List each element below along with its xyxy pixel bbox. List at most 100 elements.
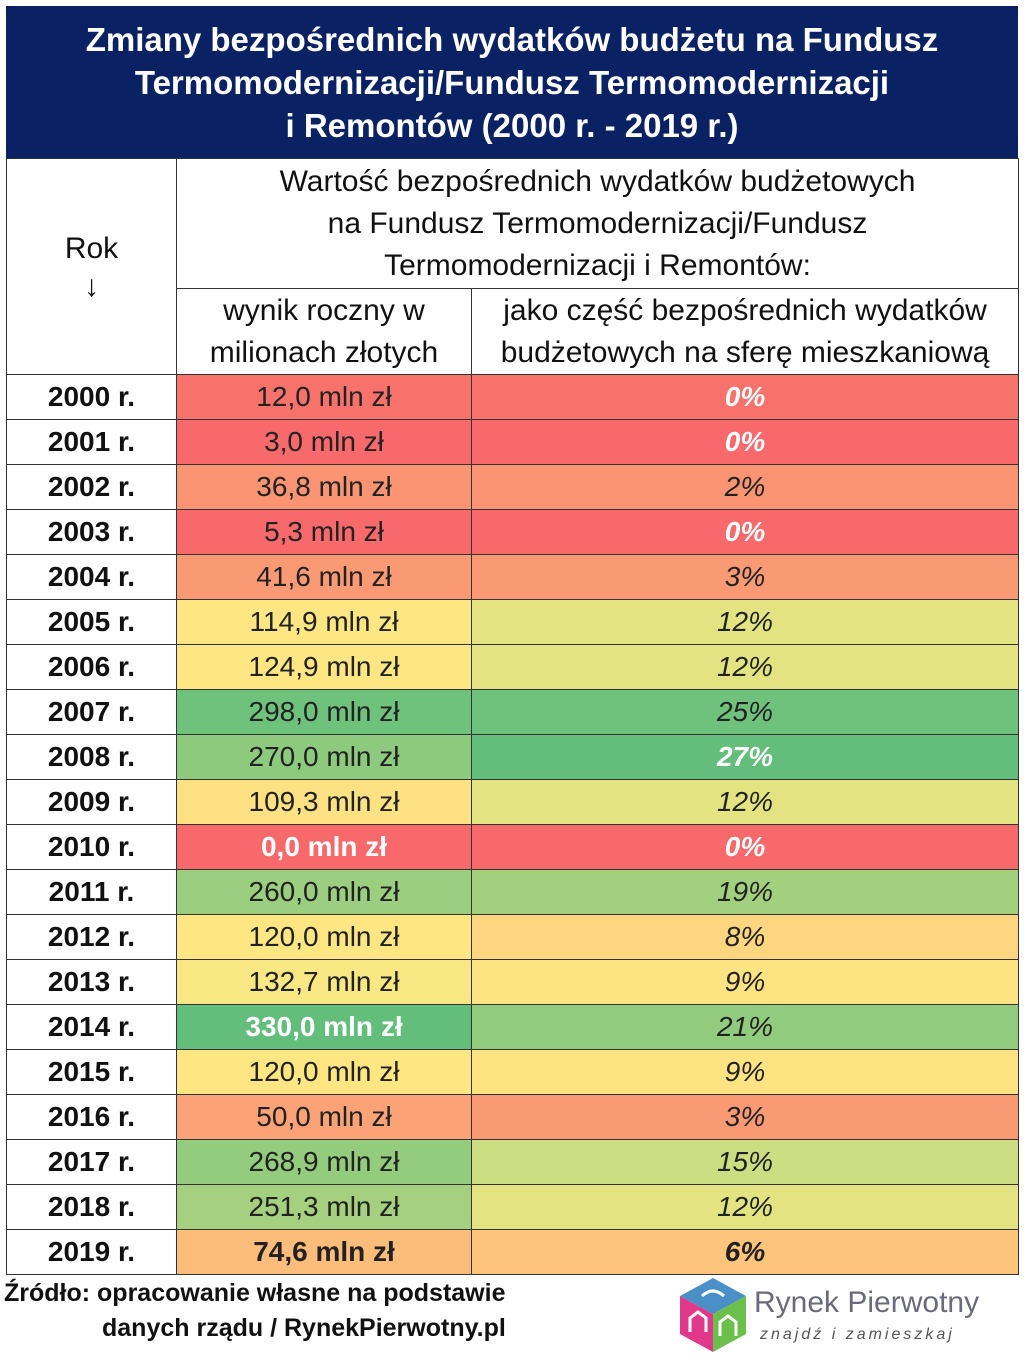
brand-logo: Rynek Pierwotny znajdź i zamieszkaj (678, 1276, 1018, 1354)
year-cell: 2011 r. (6, 869, 177, 915)
annual-value-cell: 36,8 mln zł (176, 464, 472, 510)
year-cell: 2001 r. (6, 419, 177, 465)
share-cell: 19% (470, 869, 1020, 915)
annual-value-cell: 132,7 mln zł (176, 959, 472, 1005)
table-row: 2005 r. 114,9 mln zł 12% (6, 599, 1020, 645)
share-cell: 9% (470, 959, 1020, 1005)
table-row: 2015 r. 120,0 mln zł 9% (6, 1049, 1020, 1095)
title-line-3: i Remontów (2000 r. - 2019 r.) (285, 106, 739, 144)
share-cell: 25% (470, 689, 1020, 735)
year-cell: 2005 r. (6, 599, 177, 645)
value-group-header: Wartość bezpośrednich wydatków budżetowy… (175, 158, 1020, 289)
year-cell: 2016 r. (6, 1094, 177, 1140)
table-body: 2000 r. 12,0 mln zł 0% 2001 r. 3,0 mln zł 0% 2… (6, 374, 1020, 1275)
share-cell: 3% (470, 1094, 1020, 1140)
source-line-1: Źródło: opracowanie własne na podstawie (4, 1279, 506, 1307)
year-column-header: Rok ↓ (6, 158, 177, 375)
chart-title: Zmiany bezpośrednich wydatków budżetu na… (6, 6, 1018, 158)
share-cell: 2% (470, 464, 1020, 510)
title-line-2: Termomodernizacji/Fundusz Termomoderniza… (134, 63, 890, 101)
source-line-2: danych rządu / RynekPierwotny.pl (102, 1314, 506, 1342)
annual-value-cell: 330,0 mln zł (176, 1004, 472, 1050)
year-cell: 2007 r. (6, 689, 177, 735)
table-row: 2016 r. 50,0 mln zł 3% (6, 1094, 1020, 1140)
year-cell: 2000 r. (6, 374, 177, 420)
annual-value-cell: 109,3 mln zł (176, 779, 472, 825)
table-row: 2008 r. 270,0 mln zł 27% (6, 734, 1020, 780)
year-cell: 2003 r. (6, 509, 177, 555)
annual-value-header-line-2: milionach złotych (209, 335, 439, 369)
year-cell: 2010 r. (6, 824, 177, 870)
share-cell: 3% (470, 554, 1020, 600)
annual-value-cell: 260,0 mln zł (176, 869, 472, 915)
annual-value-cell: 120,0 mln zł (176, 914, 472, 960)
annual-value-cell: 268,9 mln zł (176, 1139, 472, 1185)
table-row: 2004 r. 41,6 mln zł 3% (6, 554, 1020, 600)
brand-tagline: znajdź i zamieszkaj (760, 1326, 955, 1343)
annual-value-cell: 124,9 mln zł (176, 644, 472, 690)
year-cell: 2008 r. (6, 734, 177, 780)
year-cell: 2009 r. (6, 779, 177, 825)
table-row: 2003 r. 5,3 mln zł 0% (6, 509, 1020, 555)
share-cell: 12% (470, 644, 1020, 690)
year-cell: 2018 r. (6, 1184, 177, 1230)
annual-value-cell: 74,6 mln zł (176, 1229, 472, 1275)
year-cell: 2012 r. (6, 914, 177, 960)
annual-value-cell: 5,3 mln zł (176, 509, 472, 555)
share-cell: 9% (470, 1049, 1020, 1095)
share-column-header: jako część bezpośrednich wydatków budżet… (470, 288, 1020, 375)
table-row: 2001 r. 3,0 mln zł 0% (6, 419, 1020, 465)
annual-value-cell: 12,0 mln zł (176, 374, 472, 420)
year-cell: 2017 r. (6, 1139, 177, 1185)
value-group-header-line-3: Termomodernizacji i Remontów: (384, 248, 811, 282)
share-cell: 21% (470, 1004, 1020, 1050)
table-row: 2010 r. 0,0 mln zł 0% (6, 824, 1020, 870)
cube-house-icon (680, 1278, 746, 1352)
share-cell: 0% (470, 374, 1020, 420)
annual-value-cell: 114,9 mln zł (176, 599, 472, 645)
share-cell: 15% (470, 1139, 1020, 1185)
table-row: 2017 r. 268,9 mln zł 15% (6, 1139, 1020, 1185)
annual-value-cell: 298,0 mln zł (176, 689, 472, 735)
year-cell: 2002 r. (6, 464, 177, 510)
table-row: 2018 r. 251,3 mln zł 12% (6, 1184, 1020, 1230)
table-row: 2002 r. 36,8 mln zł 2% (6, 464, 1020, 510)
source-note: Źródło: opracowanie własne na podstawie … (4, 1276, 604, 1346)
year-cell: 2014 r. (6, 1004, 177, 1050)
annual-value-cell: 0,0 mln zł (176, 824, 472, 870)
share-cell: 0% (470, 509, 1020, 555)
share-cell: 8% (470, 914, 1020, 960)
arrow-down-icon: ↓ (84, 269, 99, 303)
annual-value-cell: 120,0 mln zł (176, 1049, 472, 1095)
share-cell: 12% (470, 599, 1020, 645)
year-cell: 2004 r. (6, 554, 177, 600)
share-cell: 12% (470, 1184, 1020, 1230)
annual-value-cell: 270,0 mln zł (176, 734, 472, 780)
annual-value-column-header: wynik roczny w milionach złotych (176, 288, 472, 375)
title-line-1: Zmiany bezpośrednich wydatków budżetu na… (85, 20, 939, 58)
annual-value-cell: 41,6 mln zł (176, 554, 472, 600)
year-cell: 2013 r. (6, 959, 177, 1005)
share-header-line-1: jako część bezpośrednich wydatków (503, 293, 987, 327)
annual-value-cell: 3,0 mln zł (176, 419, 472, 465)
table-row: 2013 r. 132,7 mln zł 9% (6, 959, 1020, 1005)
table-row: 2019 r. 74,6 mln zł 6% (6, 1229, 1020, 1275)
table-row: 2000 r. 12,0 mln zł 0% (6, 374, 1020, 420)
year-cell: 2015 r. (6, 1049, 177, 1095)
year-cell: 2019 r. (6, 1229, 177, 1275)
brand-name: Rynek Pierwotny (754, 1286, 980, 1319)
table-row: 2009 r. 109,3 mln zł 12% (6, 779, 1020, 825)
table-row: 2011 r. 260,0 mln zł 19% (6, 869, 1020, 915)
data-table: Rok ↓ Wartość bezpośrednich wydatków bud… (6, 158, 1020, 1275)
value-group-header-line-2: na Fundusz Termomodernizacji/Fundusz (327, 206, 868, 240)
share-header-line-2: budżetowych na sferę mieszkaniową (500, 335, 990, 369)
year-cell: 2006 r. (6, 644, 177, 690)
share-cell: 0% (470, 419, 1020, 465)
share-cell: 12% (470, 779, 1020, 825)
annual-value-cell: 50,0 mln zł (176, 1094, 472, 1140)
table-row: 2014 r. 330,0 mln zł 21% (6, 1004, 1020, 1050)
table-row: 2007 r. 298,0 mln zł 25% (6, 689, 1020, 735)
share-cell: 27% (470, 734, 1020, 780)
value-group-header-line-1: Wartość bezpośrednich wydatków budżetowy… (279, 164, 916, 198)
